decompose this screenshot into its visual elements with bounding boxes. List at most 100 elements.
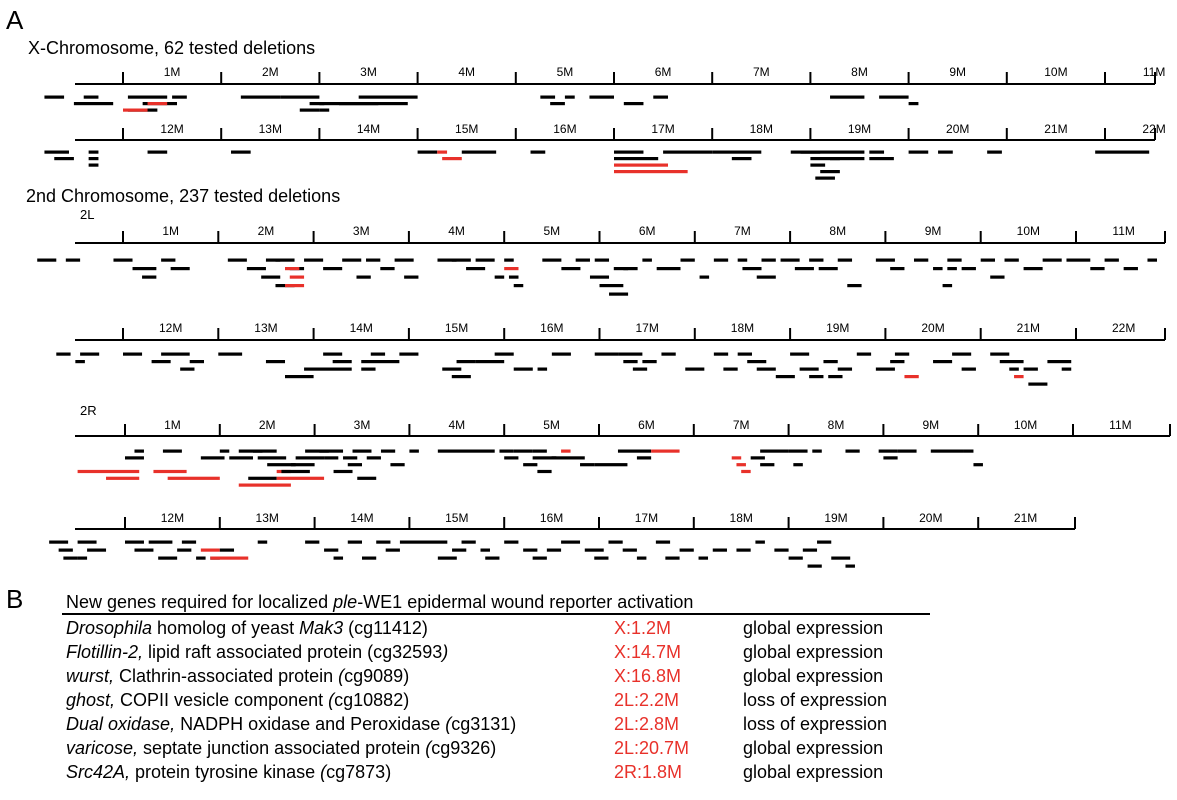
deletion — [760, 463, 775, 467]
deletion — [49, 540, 69, 544]
deletion — [181, 540, 197, 544]
gene-name-2: Mak3 — [299, 618, 344, 638]
deletion — [809, 258, 824, 262]
deletion — [380, 267, 395, 271]
deletion — [125, 456, 144, 460]
deletion — [180, 367, 195, 371]
deletion — [890, 267, 905, 271]
deletion — [793, 463, 803, 467]
gene-location: X:16.8M — [614, 666, 682, 686]
deletion — [219, 449, 230, 453]
deletion — [480, 548, 490, 552]
deletion — [756, 275, 776, 279]
deletion-hit — [1014, 375, 1024, 379]
deletion — [594, 258, 610, 262]
deletion — [818, 267, 838, 271]
deletion — [1066, 258, 1091, 262]
deletion — [56, 352, 71, 356]
deletion — [240, 95, 281, 99]
megabase-label: 1M — [164, 418, 181, 432]
megabase-label: 13M — [256, 511, 279, 525]
deletion — [537, 367, 548, 371]
deletion — [342, 258, 362, 262]
megabase-label: 3M — [360, 65, 377, 79]
deletion — [589, 275, 610, 279]
deletion — [290, 463, 315, 467]
deletion-hit — [741, 469, 751, 474]
deletion — [362, 556, 377, 560]
deletion — [339, 102, 408, 106]
deletion-hit — [167, 476, 220, 480]
gene-name: varicose, — [66, 738, 139, 758]
deletion — [699, 275, 710, 279]
deletion — [417, 150, 438, 154]
deletion — [1042, 258, 1062, 262]
deletion — [77, 540, 97, 544]
deletion — [869, 150, 885, 154]
gene-location: X:1.2M — [614, 618, 672, 638]
megabase-label: 20M — [921, 321, 944, 335]
header-text-italic: ple — [333, 592, 358, 612]
deletion — [947, 258, 962, 262]
deletion — [161, 258, 176, 262]
megabase-label: 6M — [655, 65, 672, 79]
deletion — [370, 352, 386, 356]
header-text-pre: New genes required for localized — [66, 592, 334, 612]
gene-expression: loss of expression — [743, 714, 888, 734]
megabase-label: 19M — [824, 511, 847, 525]
deletion — [200, 456, 225, 460]
deletion — [755, 540, 765, 544]
deletion — [508, 275, 519, 279]
deletion — [229, 456, 253, 460]
deletion — [661, 352, 676, 356]
deletion — [1028, 382, 1048, 386]
gene-location: X:14.7M — [614, 642, 682, 662]
deletion-hit — [200, 548, 220, 552]
deletion — [172, 95, 187, 99]
deletion — [123, 352, 143, 356]
deletion — [285, 375, 314, 379]
megabase-label: 11M — [1112, 224, 1134, 238]
megabase-label: 19M — [826, 321, 849, 335]
megabase-label: 12M — [159, 321, 182, 335]
deletion — [614, 150, 644, 154]
deletion — [875, 258, 895, 262]
deletion — [504, 540, 519, 544]
deletion — [788, 556, 803, 560]
deletion — [532, 456, 557, 460]
deletion — [37, 258, 57, 262]
gene-description: Dual oxidase, NADPH oxidase and Peroxida… — [66, 713, 606, 735]
deletion — [218, 352, 243, 356]
deletion — [376, 540, 391, 544]
deletion — [347, 540, 362, 544]
deletion — [551, 352, 571, 356]
gene-name-2: ( — [328, 690, 335, 710]
deletion — [828, 375, 843, 379]
deletion — [913, 258, 929, 262]
deletion — [800, 150, 865, 154]
megabase-label: 9M — [925, 224, 942, 238]
deletion — [44, 95, 65, 99]
deletion — [990, 275, 1005, 279]
deletion — [1009, 367, 1019, 371]
gene-location: 2L:2.2M — [614, 690, 680, 710]
gene-text: NADPH oxidase and Peroxidase — [175, 714, 446, 734]
deletion — [952, 352, 972, 356]
deletion — [451, 258, 471, 262]
deletion — [723, 367, 738, 371]
deletion — [461, 540, 476, 544]
deletion — [623, 360, 638, 364]
deletion — [980, 258, 995, 262]
deletion — [614, 157, 659, 161]
deletion — [897, 449, 917, 453]
deletion — [546, 548, 562, 552]
deletion — [561, 540, 581, 544]
gene-expression: global expression — [743, 762, 884, 782]
deletion — [399, 540, 448, 544]
gene-expression: global expression — [743, 642, 884, 662]
deletion — [875, 367, 895, 371]
gene-table-header: New genes required for localized ple-WE1… — [66, 592, 693, 613]
deletion — [1095, 150, 1150, 154]
deletion — [161, 352, 190, 356]
deletion — [299, 108, 320, 112]
